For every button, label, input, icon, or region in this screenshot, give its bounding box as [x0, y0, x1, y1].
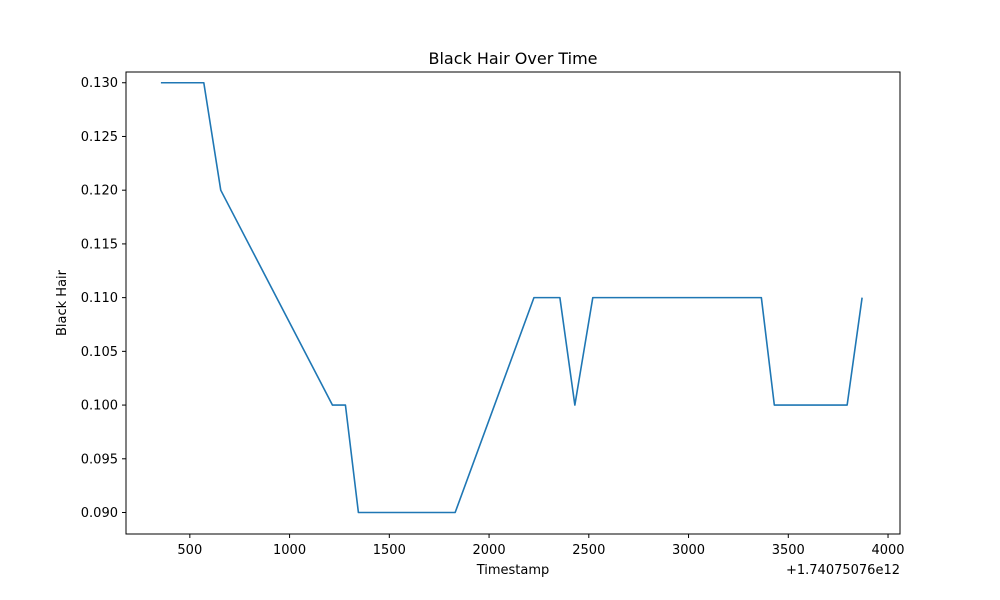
x-tick-label: 3500: [772, 543, 805, 558]
y-axis-label: Black Hair: [55, 269, 70, 336]
y-tick-label: 0.120: [81, 184, 118, 199]
x-axis-offset-label: +1.74075076e12: [786, 563, 900, 578]
y-tick-label: 0.095: [81, 452, 118, 467]
x-tick-label: 2500: [572, 543, 605, 558]
x-axis-ticks: 500 1000 1500 2000 2500 3000 3500 4000: [177, 534, 905, 558]
x-tick-label: 500: [177, 543, 202, 558]
y-tick-label: 0.110: [81, 291, 118, 306]
series-line: [160, 81, 863, 514]
x-tick-label: 2000: [473, 543, 506, 558]
series-layer: [160, 81, 863, 514]
y-tick-label: 0.125: [81, 130, 118, 145]
x-tick-label: 1000: [273, 543, 306, 558]
y-tick-label: 0.100: [81, 399, 118, 414]
y-tick-label: 0.130: [81, 76, 118, 91]
x-tick-label: 4000: [871, 543, 904, 558]
x-tick-label: 1500: [373, 543, 406, 558]
chart-title: Black Hair Over Time: [428, 49, 597, 68]
plot-frame: [125, 71, 901, 535]
y-tick-label: 0.115: [81, 237, 118, 252]
x-tick-label: 3000: [672, 543, 705, 558]
y-axis-ticks: 0.090 0.095 0.100 0.105 0.110 0.115 0.120 0.125…: [81, 76, 126, 521]
y-tick-label: 0.090: [81, 506, 118, 521]
x-axis-label: Timestamp: [476, 563, 550, 578]
y-tick-label: 0.105: [81, 345, 118, 360]
